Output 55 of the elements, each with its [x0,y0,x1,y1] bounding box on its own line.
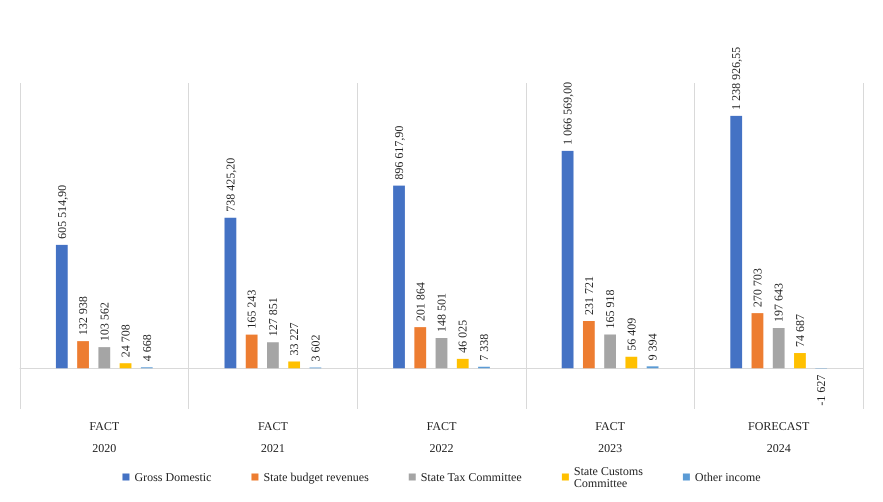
data-label: 1 066 569,00 [560,82,575,145]
bar [246,334,258,368]
data-label: 7 338 [476,334,491,361]
bar [224,218,236,368]
bar [393,186,405,368]
data-label: 201 864 [413,282,428,322]
x-tick-label: FACT 2021 [258,419,288,455]
bar [267,342,279,368]
data-label: 4 668 [140,334,154,362]
x-tick-label: FACT 2022 [426,419,458,455]
data-label: 56 409 [624,318,638,351]
data-label: 605 514,90 [54,184,69,239]
bar [456,358,469,368]
data-label: 165 243 [244,290,259,329]
legend-label: State budget revenues [263,470,370,484]
data-label: 148 501 [434,292,448,332]
bar [56,244,68,368]
data-label: 165 918 [603,289,618,328]
legend-label: State Customs Committee [574,464,644,490]
data-label: 127 851 [266,297,280,336]
data-label: 132 938 [76,296,90,336]
x-tick-label: FACT 2023 [595,419,626,455]
data-label: 270 703 [750,268,764,308]
bar [625,356,638,368]
bar [604,334,616,368]
data-label: 738 425,20 [223,158,238,212]
data-label: 3 602 [308,334,322,362]
bar [562,150,574,368]
bar [436,338,448,368]
data-label: 74 687 [792,314,807,348]
bar [772,328,785,368]
legend-label: Gross Domestic [134,470,212,484]
data-label: 46 025 [456,320,470,353]
data-label: 197 643 [772,282,786,322]
data-label: 9 394 [646,333,660,360]
bar [794,353,806,368]
bar [98,347,110,368]
data-label: 33 227 [287,322,302,356]
x-tick-label: FACT 2020 [89,419,120,455]
bar [288,361,300,368]
legend-label: Other income [694,470,761,484]
data-label: 1 238 926,55 [729,46,744,110]
bar [582,321,595,368]
bar [414,327,426,368]
data-label: 24 708 [118,324,133,358]
x-tick-label: FORECAST 2024 [748,419,810,455]
bar [120,363,132,368]
bar [77,341,89,368]
data-label: 103 562 [97,302,112,342]
legend-label: State Tax Committee [420,470,522,484]
bar [730,116,742,368]
data-label: -1 627 [814,374,828,406]
bar [752,313,764,368]
data-label: 896 617,90 [392,126,406,180]
data-label: 231 721 [582,276,596,316]
